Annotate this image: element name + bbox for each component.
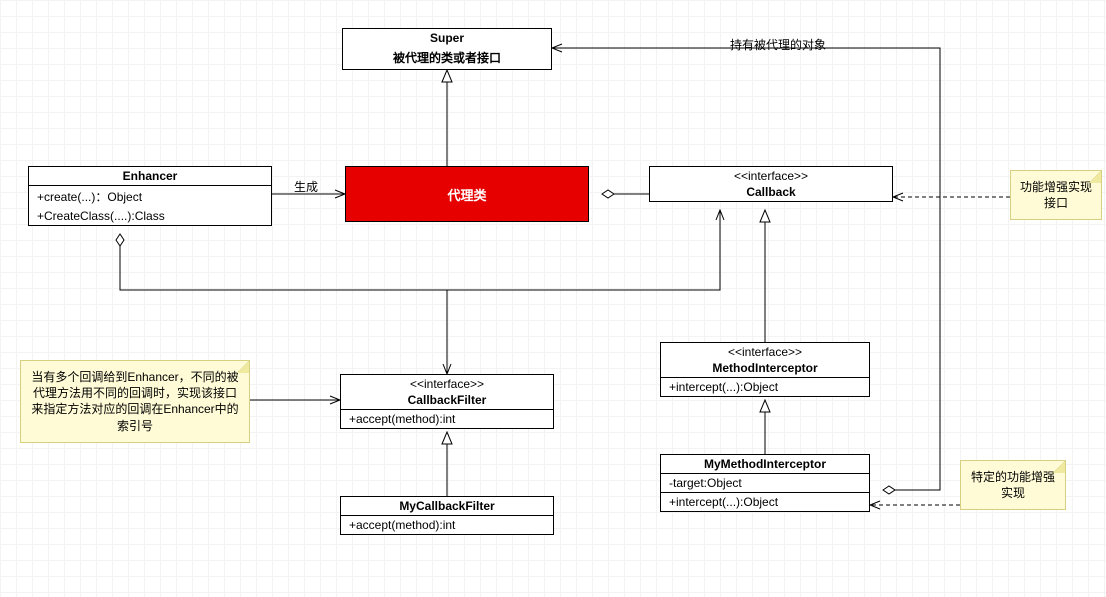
label-generate: 生成: [294, 178, 318, 195]
callback-stereo: <<interface>>: [650, 167, 892, 183]
note1-text: 当有多个回调给到Enhancer，不同的被代理方法用不同的回调时，实现该接口来指…: [31, 370, 238, 433]
note3-text: 特定的功能增强实现: [971, 470, 1055, 500]
cf-title: CallbackFilter: [341, 391, 553, 409]
super-title: Super: [343, 29, 551, 47]
node-mymethodinterceptor: MyMethodInterceptor -target:Object +inte…: [660, 454, 870, 512]
mi-stereo: <<interface>>: [661, 343, 869, 359]
mcf-title: MyCallbackFilter: [341, 497, 553, 515]
node-enhancer: Enhancer +create(...)：Object +CreateClas…: [28, 166, 272, 226]
mmi-m0: +intercept(...):Object: [661, 493, 869, 511]
mcf-m0: +accept(method):int: [341, 516, 553, 534]
proxy-title: 代理类: [447, 185, 486, 204]
cf-stereo: <<interface>>: [341, 375, 553, 391]
node-callback: <<interface>> Callback: [649, 166, 893, 202]
mi-title: MethodInterceptor: [661, 359, 869, 377]
note-callbackfilter-desc: 当有多个回调给到Enhancer，不同的被代理方法用不同的回调时，实现该接口来指…: [20, 360, 250, 443]
node-proxy: 代理类: [345, 166, 589, 222]
callback-title: Callback: [650, 183, 892, 201]
label-holds-proxied: 持有被代理的对象: [730, 36, 826, 53]
super-subtitle: 被代理的类或者接口: [343, 47, 551, 68]
enhancer-title: Enhancer: [29, 167, 271, 185]
node-methodinterceptor: <<interface>> MethodInterceptor +interce…: [660, 342, 870, 397]
node-mycallbackfilter: MyCallbackFilter +accept(method):int: [340, 496, 554, 535]
enhancer-m1: +CreateClass(....):Class: [29, 207, 271, 225]
node-callbackfilter: <<interface>> CallbackFilter +accept(met…: [340, 374, 554, 429]
mi-m0: +intercept(...):Object: [661, 378, 869, 396]
cf-m0: +accept(method):int: [341, 410, 553, 428]
node-super: Super 被代理的类或者接口: [342, 28, 552, 70]
edge-mmi-super: [552, 48, 940, 490]
enhancer-m0: +create(...)：Object: [29, 186, 271, 207]
mmi-a0: -target:Object: [661, 474, 869, 492]
mmi-title: MyMethodInterceptor: [661, 455, 869, 473]
note-callback-desc: 功能增强实现接口: [1010, 170, 1102, 220]
note-mmi-desc: 特定的功能增强实现: [960, 460, 1066, 510]
note2-text: 功能增强实现接口: [1020, 180, 1092, 210]
